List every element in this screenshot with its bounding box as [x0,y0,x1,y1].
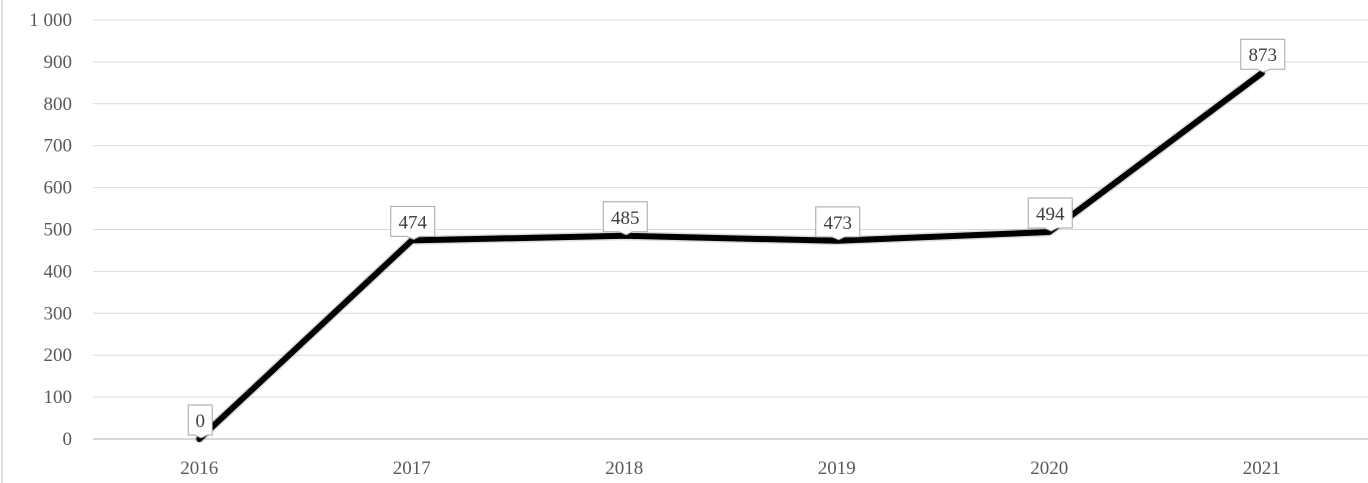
data-label-text: 0 [196,411,206,432]
data-label-box [187,404,213,439]
x-axis-labels: 2016 2017 2018 2019 2020 2021 [180,458,1281,479]
y-tick-label: 900 [44,52,73,73]
data-label-text: 474 [399,212,428,233]
data-label: 494 [1027,197,1073,232]
y-tick-label: 1 000 [29,10,72,31]
data-label-box [390,205,436,240]
x-tick-label: 2017 [393,458,431,479]
y-tick-label: 200 [44,345,73,366]
x-tick-label: 2019 [818,458,856,479]
series-line [196,70,1265,442]
data-label-box [1240,38,1286,73]
data-label-text: 873 [1249,45,1278,66]
gridlines [93,19,1368,398]
data-label: 873 [1240,38,1286,73]
y-tick-label: 800 [44,94,73,115]
x-tick-label: 2018 [605,458,643,479]
y-tick-label: 300 [44,303,73,324]
x-tick-label: 2021 [1243,458,1281,479]
data-label-text: 485 [611,208,640,229]
data-label-box [602,201,648,236]
y-tick-label: 700 [44,136,73,157]
data-label: 473 [815,206,861,241]
data-label-box [815,206,861,241]
y-tick-label: 500 [44,220,73,241]
x-tick-label: 2020 [1030,458,1068,479]
y-axis-labels: 0 100 200 300 400 500 600 700 800 900 1 000 [29,10,72,450]
y-tick-label: 0 [63,429,73,450]
data-label: 0 [187,404,213,439]
data-label-text: 473 [824,213,853,234]
data-label: 485 [602,201,648,236]
x-tick-label: 2016 [180,458,218,479]
series-line-shadow [194,68,1267,444]
data-label-text: 494 [1036,204,1065,225]
data-label-box [1027,197,1073,232]
data-labels: 0 474 485 473 494 873 [187,38,1286,439]
y-tick-label: 400 [44,261,73,282]
y-tick-label: 600 [44,178,73,199]
data-label: 474 [390,205,436,240]
series [194,68,1267,444]
y-tick-label: 100 [44,387,73,408]
